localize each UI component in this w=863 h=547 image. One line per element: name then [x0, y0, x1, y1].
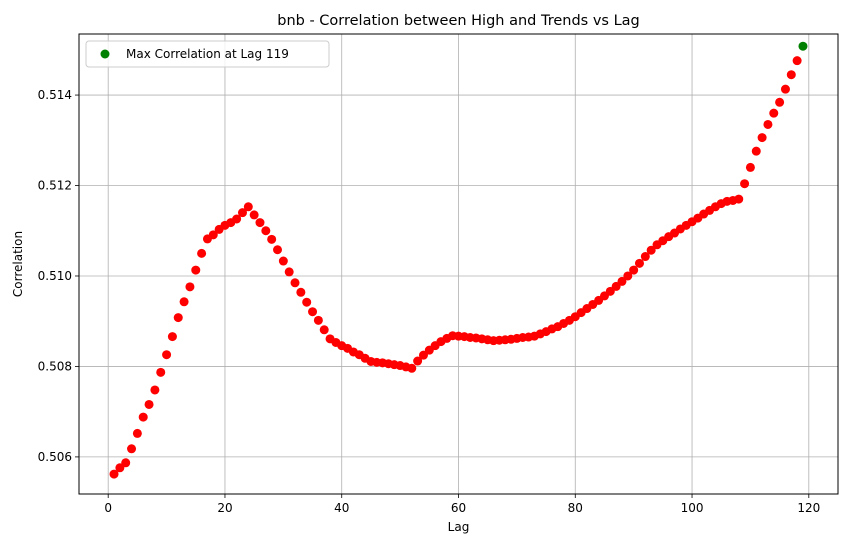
y-tick-label: 0.512	[38, 179, 72, 193]
y-tick-label: 0.510	[38, 269, 72, 283]
data-point	[115, 463, 125, 473]
legend-entry-max-correlation: Max Correlation at Lag 119	[126, 47, 289, 61]
data-point	[138, 412, 148, 422]
data-point	[313, 315, 323, 325]
data-point	[757, 133, 767, 143]
data-point	[150, 385, 160, 395]
data-point	[308, 307, 318, 317]
data-point	[407, 363, 417, 373]
x-tick-label: 80	[568, 501, 583, 515]
data-point	[127, 444, 137, 454]
data-point	[249, 210, 259, 220]
data-point	[775, 97, 785, 107]
data-point	[792, 56, 802, 66]
grid	[79, 34, 838, 494]
data-point	[243, 202, 253, 212]
data-point	[237, 208, 247, 218]
data-point	[617, 276, 627, 286]
data-point	[197, 248, 207, 258]
chart-title: bnb - Correlation between High and Trend…	[277, 13, 640, 29]
x-axis-label: Lag	[448, 520, 470, 534]
y-tick-label: 0.506	[38, 450, 72, 464]
data-point	[780, 84, 790, 94]
x-tick-label: 120	[797, 501, 820, 515]
data-point	[144, 399, 154, 409]
legend-marker	[100, 49, 110, 59]
data-points	[109, 41, 808, 479]
data-point	[208, 230, 218, 240]
x-tick-label: 60	[451, 501, 466, 515]
x-tick-label: 40	[334, 501, 349, 515]
max-correlation-point	[798, 41, 808, 51]
data-point	[418, 350, 428, 360]
data-point	[640, 252, 650, 262]
data-point	[751, 146, 761, 156]
data-point	[284, 267, 294, 277]
data-point	[232, 214, 242, 224]
x-tick-label: 0	[104, 501, 112, 515]
legend: Max Correlation at Lag 119	[85, 40, 330, 68]
data-point	[763, 119, 773, 129]
data-point	[634, 258, 644, 268]
data-point	[179, 297, 189, 307]
data-point	[646, 245, 656, 255]
data-point	[623, 271, 633, 281]
data-point	[629, 265, 639, 275]
data-point	[162, 350, 172, 360]
data-point	[740, 179, 750, 189]
data-point	[413, 356, 423, 366]
data-point	[267, 234, 277, 244]
data-point	[185, 282, 195, 292]
data-point	[290, 278, 300, 288]
data-point	[167, 332, 177, 342]
y-tick-label: 0.514	[38, 88, 72, 102]
ticks: 0 20 40 60 80 100 120 0.506 0.508 0.510 0.512 0.514	[38, 88, 821, 515]
data-point	[191, 265, 201, 275]
data-point	[769, 108, 779, 118]
data-point	[786, 70, 796, 80]
data-point	[734, 194, 744, 204]
legend-box	[85, 40, 330, 68]
data-point	[605, 286, 615, 296]
data-point	[273, 245, 283, 255]
data-point	[302, 297, 312, 307]
data-point	[109, 469, 119, 479]
x-tick-label: 100	[681, 501, 704, 515]
data-point	[132, 428, 142, 438]
data-point	[278, 256, 288, 266]
data-point	[173, 313, 183, 323]
data-point	[156, 367, 166, 377]
data-point	[261, 226, 271, 236]
data-point	[611, 281, 621, 291]
data-point	[319, 325, 329, 335]
x-tick-label: 20	[217, 501, 232, 515]
data-point	[745, 162, 755, 172]
y-tick-label: 0.508	[38, 359, 72, 373]
data-point	[255, 218, 265, 228]
data-point	[296, 287, 306, 297]
y-axis-label: Correlation	[11, 231, 25, 297]
data-point	[121, 458, 131, 468]
